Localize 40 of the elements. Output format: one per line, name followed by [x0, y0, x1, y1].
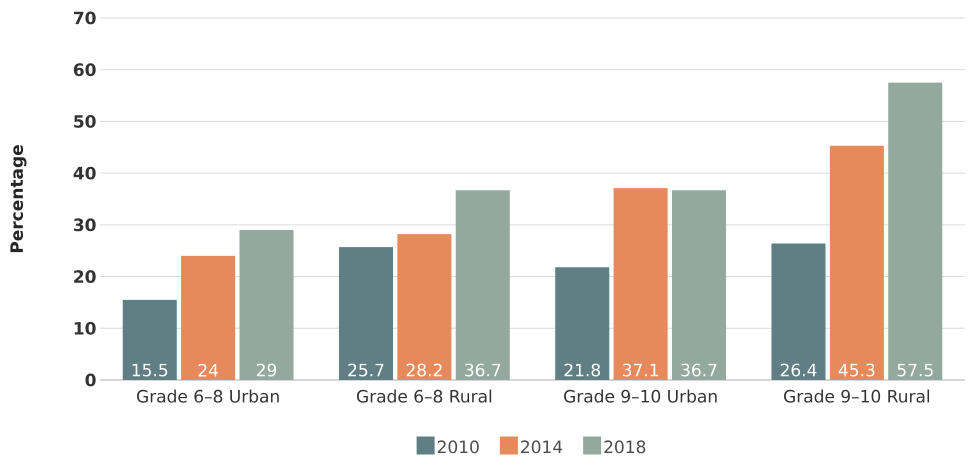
- data-label: 28.2: [406, 364, 442, 376]
- x-tick-label: Grade 6–8 Urban: [137, 390, 279, 403]
- data-label: 36.7: [681, 364, 716, 376]
- data-label: 21.8: [564, 364, 600, 376]
- bar: [338, 247, 394, 380]
- y-tick-label: 0: [85, 374, 96, 386]
- bar: [397, 234, 452, 380]
- y-tick-label: 10: [74, 322, 96, 335]
- x-tick-label: Grade 6–8 Rural: [356, 390, 492, 403]
- bar: [555, 267, 610, 380]
- bar: [456, 190, 510, 380]
- data-label: 29: [256, 364, 276, 376]
- bar: [888, 82, 942, 380]
- y-tick-label: 40: [74, 166, 96, 180]
- y-tick-label: 60: [74, 63, 96, 76]
- bar: [614, 188, 668, 380]
- data-label: 26.4: [780, 364, 816, 376]
- data-label: 25.7: [348, 364, 384, 376]
- data-label: 15.5: [132, 364, 168, 376]
- data-label: 36.7: [465, 364, 500, 376]
- bar: [771, 243, 826, 380]
- data-label: 57.5: [898, 364, 933, 376]
- y-tick-label: 70: [74, 12, 96, 24]
- y-tick-label: 20: [74, 270, 96, 283]
- data-label: 24: [198, 364, 218, 376]
- y-tick-label: 30: [74, 218, 96, 232]
- legend-label: 2014: [521, 440, 562, 454]
- data-label: 45.3: [838, 364, 874, 376]
- bar: [181, 256, 236, 380]
- bar: [122, 300, 177, 380]
- data-label: 37.1: [623, 364, 658, 376]
- bar: [239, 230, 294, 380]
- x-tick-label: Grade 9–10 Rural: [784, 390, 930, 403]
- x-tick-label: Grade 9–10 Urban: [564, 390, 717, 403]
- legend-label: 2018: [604, 440, 646, 454]
- bar: [830, 146, 884, 380]
- legend-label: 2010: [438, 440, 479, 454]
- y-tick-label: 50: [74, 114, 96, 128]
- y-axis-title: Percentage: [10, 145, 26, 252]
- bar: [672, 190, 726, 380]
